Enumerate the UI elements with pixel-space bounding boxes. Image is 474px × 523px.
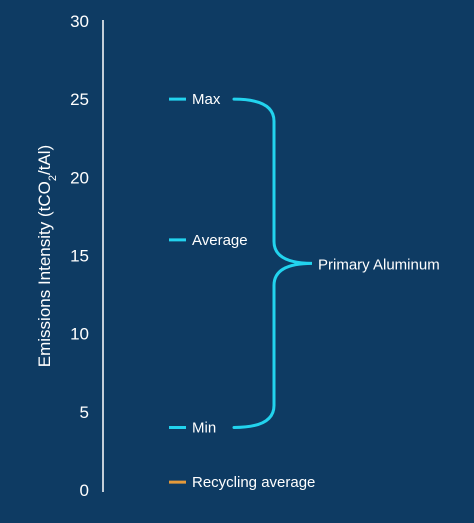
y-axis-title-text: Emissions Intensity (tCO2/tAl) (35, 145, 59, 367)
y-axis-title-part-1: Emissions Intensity (tCO (35, 181, 54, 367)
mark-label-recycling-average: Recycling average (192, 474, 315, 491)
mark-label-min: Min (192, 419, 216, 436)
y-axis-title-subscript: 2 (47, 175, 59, 181)
y-tick-label-20: 20 (70, 168, 89, 187)
mark-label-average: Average (192, 232, 248, 249)
y-tick-label-5: 5 (80, 403, 89, 422)
annotations: Primary Aluminum (232, 97, 440, 429)
y-tick-label-25: 25 (70, 90, 89, 109)
y-axis-title: Emissions Intensity (tCO2/tAl) (35, 145, 59, 367)
y-tick-label-15: 15 (70, 247, 89, 266)
mark-label-max: Max (192, 91, 221, 108)
brace-label-primary-aluminum: Primary Aluminum (318, 256, 440, 273)
brace-primary-aluminum (232, 97, 313, 429)
y-tick-label-0: 0 (80, 481, 89, 500)
y-ticks: 0 5 10 15 20 25 30 (70, 12, 89, 500)
y-tick-label-10: 10 (70, 325, 89, 344)
y-axis-title-part-2: /tAl) (35, 145, 54, 175)
y-tick-label-30: 30 (70, 12, 89, 31)
data-marks: Max Average Min Recycling average (169, 91, 315, 491)
